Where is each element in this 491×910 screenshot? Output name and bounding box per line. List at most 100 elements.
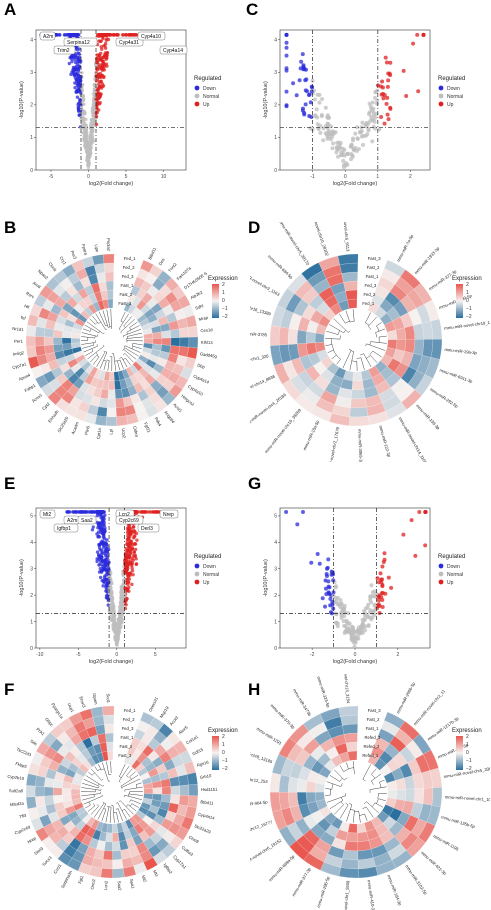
dendrogram-arc — [349, 320, 355, 323]
dendrogram-branch — [363, 353, 372, 368]
dendrogram-branch — [83, 779, 99, 786]
data-point — [90, 528, 95, 532]
data-point — [84, 136, 89, 141]
data-point — [116, 629, 120, 633]
data-point — [105, 64, 109, 68]
data-point — [134, 33, 138, 37]
dendrogram-branch — [118, 313, 129, 330]
data-point — [100, 542, 104, 546]
legend-tick-label: 2 — [466, 734, 469, 740]
legend-tick-label: −1 — [466, 758, 472, 764]
heatmap-cell — [103, 714, 115, 725]
callout-box — [137, 31, 166, 41]
y-tick-label: 0 — [274, 168, 277, 174]
heatmap-cell — [112, 832, 120, 843]
dendrogram-branch — [345, 310, 351, 323]
data-point — [360, 625, 365, 630]
legend-item-label: Down — [203, 86, 216, 92]
gene-label: Ucp2 — [121, 428, 127, 439]
gene-label: Cyp2b10 — [7, 774, 25, 781]
dendrogram-arc — [129, 803, 133, 807]
y-tick-label: 2 — [274, 103, 277, 109]
data-point — [379, 115, 384, 120]
heatmap-cell — [107, 398, 117, 409]
data-point — [126, 532, 130, 536]
data-point — [101, 535, 106, 539]
data-point — [102, 54, 107, 58]
gene-label: Ces1d — [200, 327, 213, 333]
data-point — [353, 131, 358, 136]
data-point — [115, 642, 119, 646]
legend-item-label: Down — [203, 564, 216, 570]
dendrogram-branch — [334, 769, 345, 781]
data-point — [97, 563, 101, 567]
dendrogram-branch — [117, 802, 127, 820]
data-point — [331, 572, 336, 577]
heatmap-cell — [395, 339, 407, 352]
gene-label: Cyp7a1 — [12, 361, 28, 370]
dendrogram-branch — [110, 309, 112, 329]
legend-swatch — [194, 571, 200, 577]
gene-label: Ppara — [81, 243, 89, 256]
gene-label: Fabp1 — [24, 382, 37, 393]
data-point — [309, 115, 314, 120]
legend-title: Regulated — [194, 554, 221, 560]
data-point — [143, 510, 148, 514]
data-point — [124, 603, 128, 607]
heatmap-cell — [25, 335, 36, 348]
legend-item-label: Normal — [447, 572, 463, 578]
gene-label: Mrap — [198, 315, 209, 322]
dendrogram-arc — [119, 357, 122, 359]
data-point — [324, 572, 329, 577]
heatmap-cell — [152, 787, 163, 795]
dendrogram-branch — [89, 318, 96, 325]
dendrogram-arc — [95, 322, 98, 325]
data-point — [312, 97, 317, 102]
dendrogram-branch — [129, 771, 136, 777]
callout-box — [53, 523, 79, 533]
heatmap-cell — [35, 345, 46, 357]
heatmap-cell — [278, 326, 290, 346]
data-point — [338, 598, 343, 603]
data-point — [334, 150, 339, 155]
data-point — [100, 526, 105, 530]
gene-label: Lipe — [94, 244, 100, 253]
gene-label: mmu-miR-novel-chr1_5509 — [341, 880, 350, 910]
data-point — [369, 106, 374, 111]
dendrogram-arc — [350, 809, 355, 811]
dendrogram-branch — [88, 771, 93, 776]
data-point — [91, 119, 95, 123]
data-point — [319, 113, 324, 118]
dendrogram-arc — [359, 813, 365, 816]
x-tick-label: -5 — [76, 652, 81, 658]
dendrogram-arc — [98, 331, 101, 333]
data-point — [102, 575, 107, 580]
panel-letter-d: D — [248, 218, 261, 237]
data-point — [385, 112, 390, 117]
data-point — [377, 127, 382, 132]
gene-label: Cpt2 — [41, 401, 51, 411]
data-point — [374, 592, 379, 597]
legend-colorbar — [212, 284, 219, 318]
data-point — [416, 89, 421, 94]
legend-tick-label: 0 — [466, 298, 469, 304]
data-point — [370, 615, 375, 620]
gene-label: Pck1 — [35, 727, 46, 737]
gene-label: mmu-miR-298-5p — [437, 742, 470, 759]
data-point — [382, 551, 387, 556]
data-point — [96, 72, 101, 77]
gene-label: Acot3 — [169, 715, 180, 727]
dendrogram-branch — [375, 328, 386, 333]
gene-label: mmu-miR-3473b — [292, 688, 313, 718]
data-point — [108, 586, 113, 590]
data-point — [318, 130, 323, 135]
heatmap-cell — [169, 794, 181, 805]
gene-label: Per1 — [14, 339, 24, 344]
data-point — [118, 616, 122, 620]
legend-tick-label: 0 — [466, 750, 469, 756]
data-point — [413, 553, 418, 558]
heatmap-cell — [35, 775, 46, 787]
data-point — [325, 121, 330, 126]
dendrogram-branch — [117, 808, 123, 822]
gene-callout-label: Mt2 — [43, 512, 52, 518]
